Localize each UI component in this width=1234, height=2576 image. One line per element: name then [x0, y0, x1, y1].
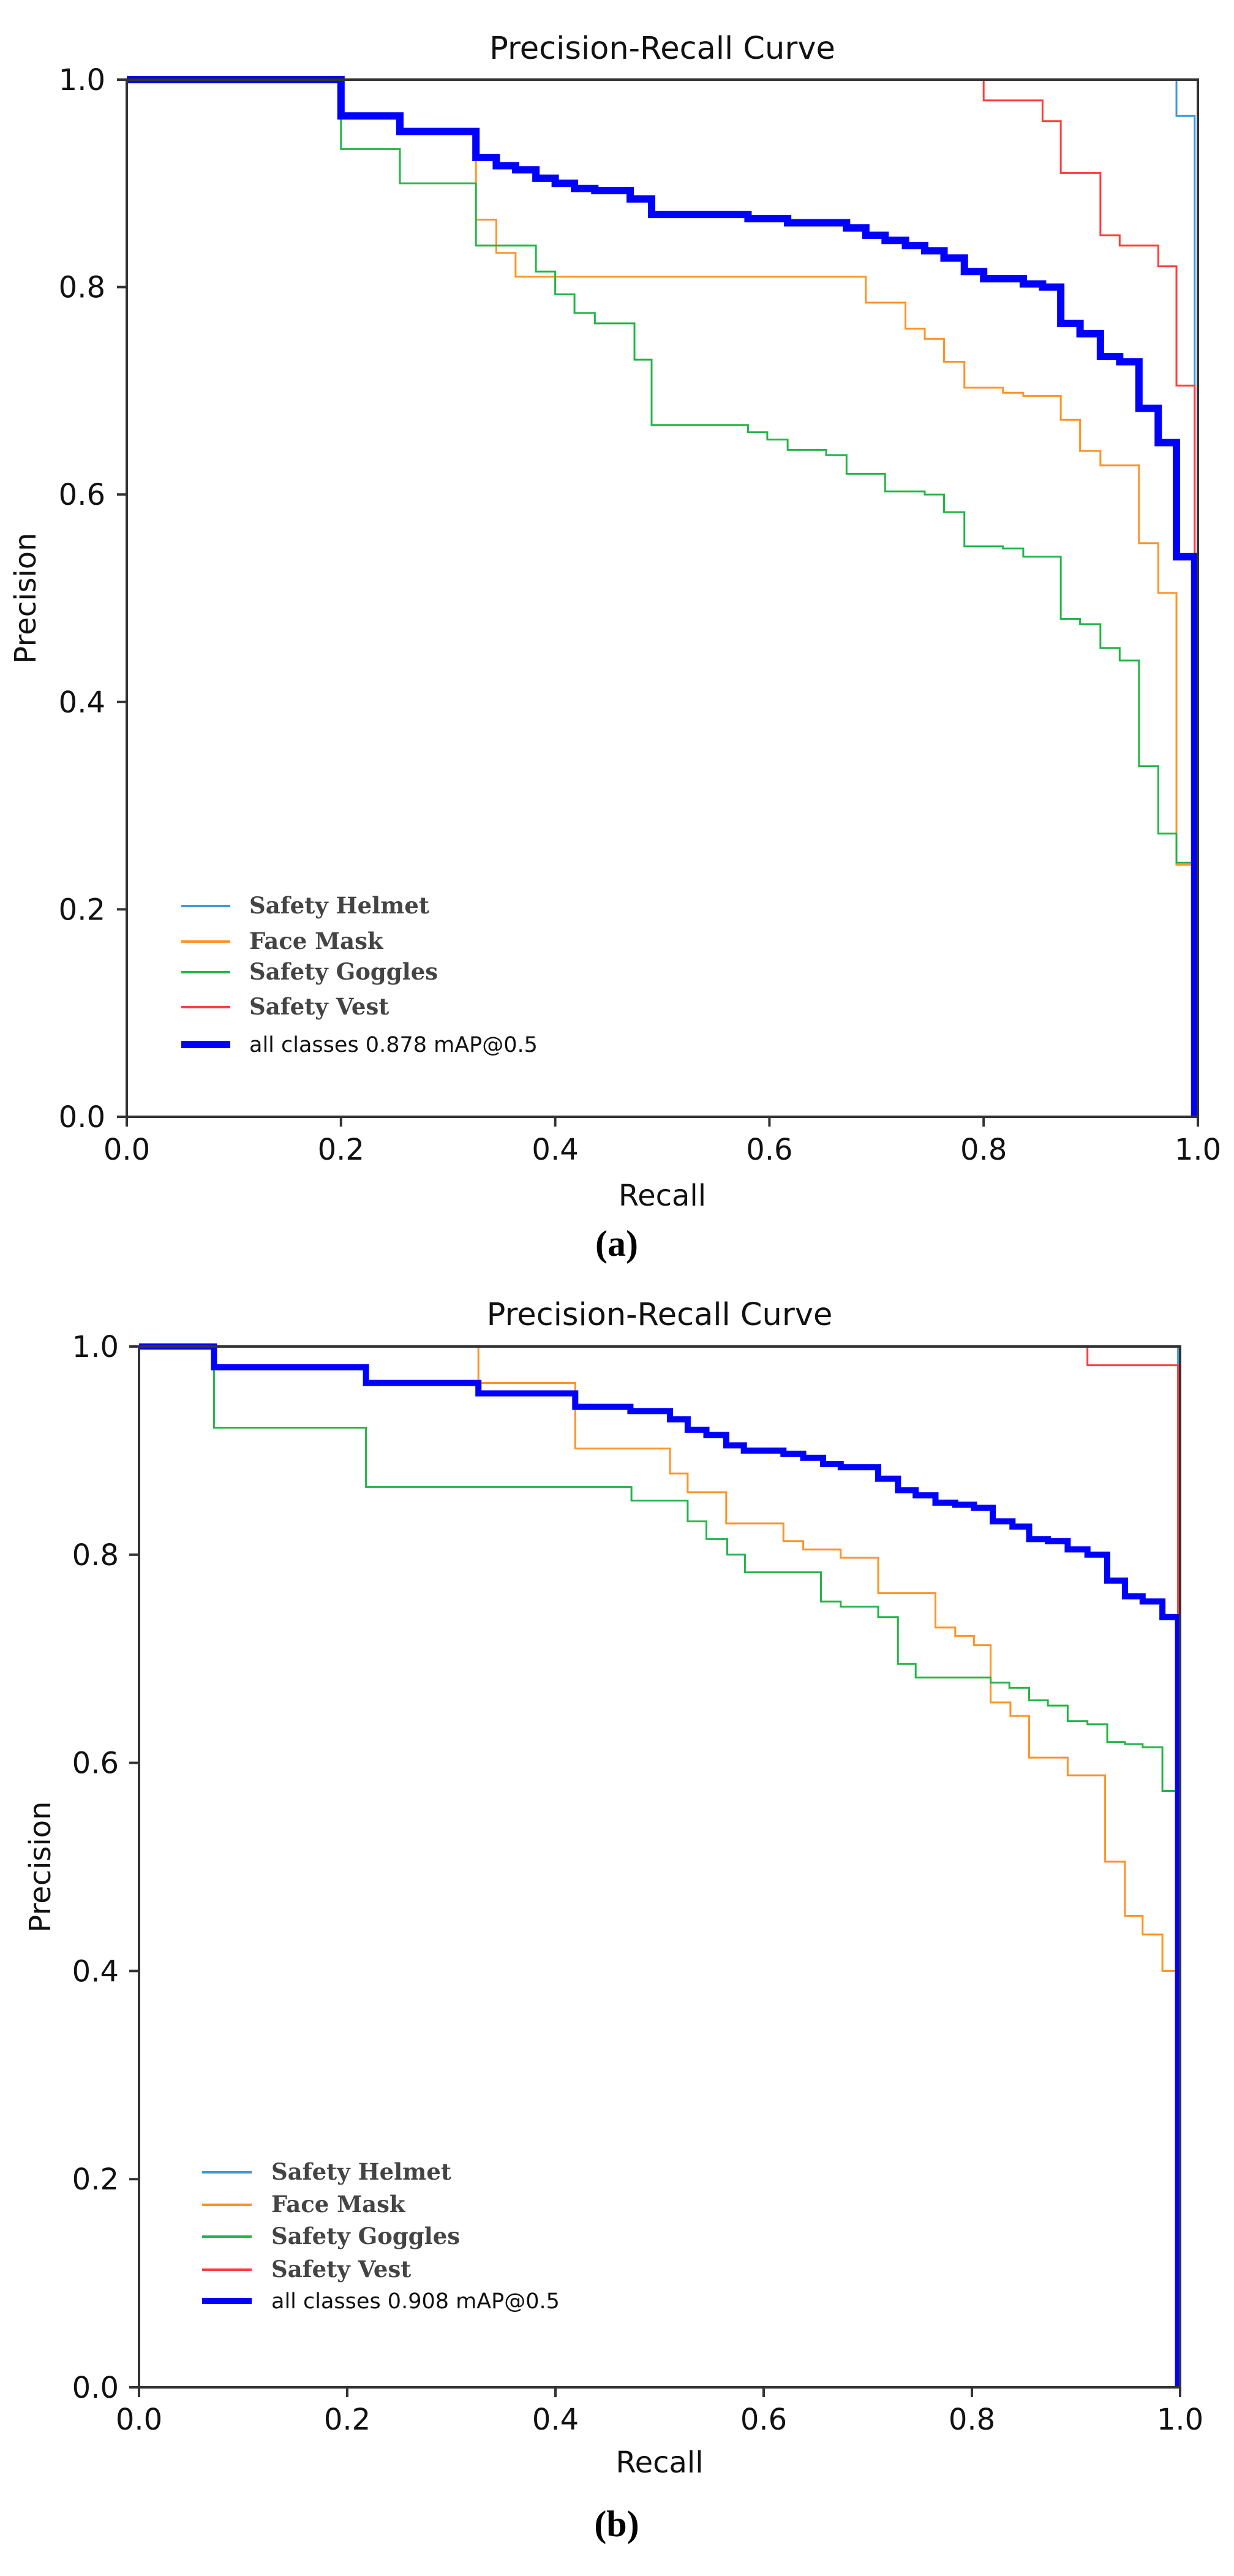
- legend-label: Face Mask: [249, 927, 384, 954]
- x-tick-label: 0.8: [949, 2403, 995, 2437]
- chart-a: 0.0 0.2 0.4 0.6 0.8 1.0 0.0 0.2 0.4 0.6 0.8 1.0 Prec…: [9, 31, 1221, 1213]
- series-line-2: [139, 1345, 1179, 2387]
- y-tick-label: 0.8: [59, 271, 105, 305]
- y-tick-label: 0.8: [72, 1538, 119, 1573]
- y-tick-label: 0.2: [72, 2162, 119, 2197]
- x-tick-label: 0.4: [532, 2403, 579, 2437]
- x-tick-label: 0.8: [960, 1133, 1007, 1167]
- y-tick-label: 0.6: [59, 478, 105, 512]
- subfigure-caption: (b): [594, 2504, 639, 2544]
- series-line-1: [127, 78, 1196, 1117]
- y-tick-label: 1.0: [72, 1330, 119, 1364]
- legend-label: Face Mask: [271, 2191, 406, 2218]
- chart-b: 0.0 0.2 0.4 0.6 0.8 1.0 0.0 0.2 0.4 0.6 0.8 1.0 Prec…: [23, 1297, 1203, 2480]
- series-line-2: [127, 78, 1196, 1117]
- chart-title: Precision-Recall Curve: [487, 1297, 833, 1333]
- legend-label: Safety Vest: [271, 2256, 411, 2283]
- y-tick-label: 0.0: [72, 2371, 119, 2405]
- y-tick-label: 0.4: [59, 686, 105, 720]
- y-tick-label: 0.4: [72, 1954, 119, 1989]
- legend-label: Safety Helmet: [249, 892, 429, 919]
- legend-label: Safety Vest: [249, 993, 389, 1020]
- legend-label: Safety Goggles: [271, 2223, 460, 2249]
- y-tick-label: 1.0: [59, 63, 105, 97]
- y-axis-label: Precision: [23, 1801, 58, 1932]
- y-axis-label: Precision: [9, 532, 43, 663]
- legend-label: all classes 0.878 mAP@0.5: [249, 1033, 538, 1057]
- series-line-1: [139, 1345, 1179, 2387]
- legend: Safety Helmet Face Mask Safety Goggles Safe…: [202, 2158, 560, 2314]
- legend-label: all classes 0.908 mAP@0.5: [271, 2289, 560, 2314]
- series-line-4: [139, 1343, 1181, 2387]
- x-tick-label: 1.0: [1157, 2403, 1203, 2437]
- x-tick-label: 0.2: [324, 2403, 371, 2437]
- series-line-3: [127, 78, 1196, 1117]
- chart-title: Precision-Recall Curve: [489, 31, 835, 67]
- x-tick-label: 1.0: [1175, 1133, 1221, 1167]
- plot-frame: [126, 78, 1199, 1118]
- x-tick-label: 0.6: [740, 2403, 787, 2437]
- x-tick-label: 0.4: [532, 1133, 578, 1167]
- x-axis-label: Recall: [619, 1179, 706, 1213]
- legend-label: Safety Helmet: [271, 2158, 451, 2185]
- x-tick-label: 0.6: [746, 1133, 792, 1167]
- subfigure-caption: (a): [595, 1223, 638, 1264]
- x-tick-label: 0.0: [116, 2403, 162, 2437]
- y-tick-label: 0.2: [59, 893, 105, 927]
- x-tick-label: 0.0: [103, 1133, 150, 1167]
- y-tick-label: 0.6: [72, 1747, 119, 1781]
- legend: Safety Helmet Face Mask Safety Goggles Safe…: [181, 892, 538, 1057]
- x-axis-label: Recall: [615, 2446, 703, 2480]
- plot-frame: [138, 1345, 1181, 2389]
- series-line-4: [127, 76, 1198, 1117]
- x-tick-label: 0.2: [318, 1133, 364, 1167]
- y-tick-label: 0.0: [59, 1100, 105, 1135]
- legend-label: Safety Goggles: [249, 958, 438, 985]
